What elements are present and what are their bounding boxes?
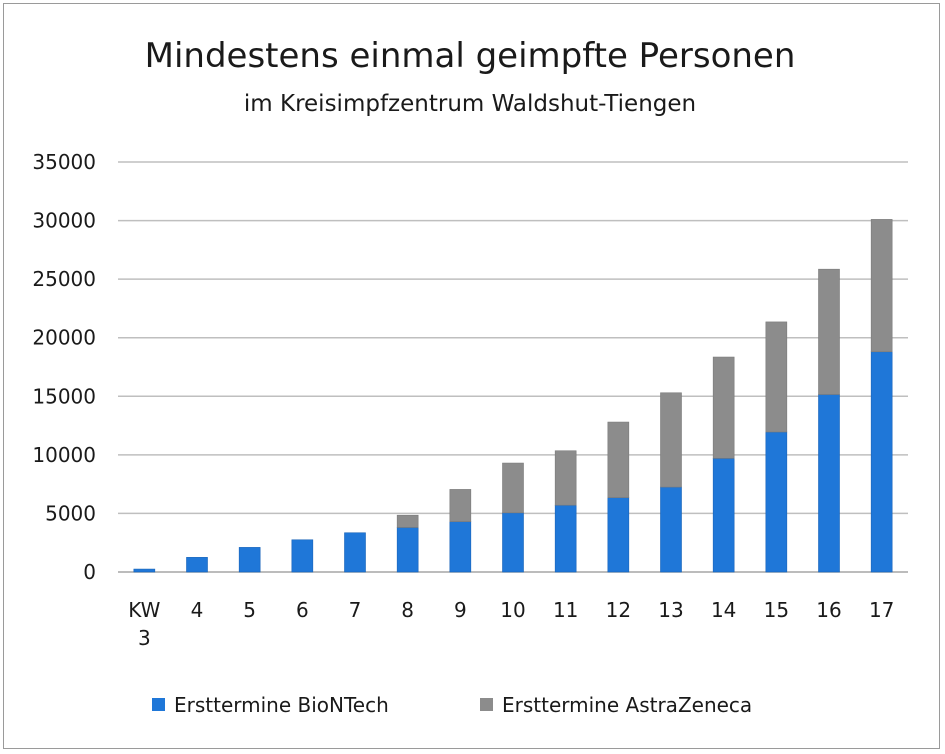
legend-label: Ersttermine AstraZeneca [502, 693, 752, 717]
bar-biontech [502, 512, 524, 573]
x-tick-label: 16 [816, 598, 841, 622]
y-tick-label: 30000 [32, 209, 96, 233]
legend-label: Ersttermine BioNTech [174, 693, 389, 717]
bar-biontech [449, 521, 472, 573]
bar-astrazeneca [449, 489, 472, 522]
bar-astrazeneca [396, 514, 419, 528]
x-tick-label: 13 [658, 598, 683, 622]
bar-biontech [396, 527, 419, 573]
bar-biontech [607, 497, 630, 573]
x-tick-label: 15 [764, 598, 789, 622]
x-tick-label: 9 [454, 598, 467, 622]
x-tick-label: KW 3 [128, 598, 160, 650]
bar-biontech [660, 486, 682, 573]
x-tick-label: 7 [349, 598, 362, 622]
chart-title: Mindestens einmal geimpfte Personen [145, 36, 796, 76]
chart-subtitle: im Kreisimpfzentrum Waldshut-Tiengen [244, 91, 696, 117]
bar-biontech [344, 532, 366, 573]
bar-biontech [133, 568, 156, 573]
bar-astrazeneca [765, 321, 788, 433]
bar-biontech [238, 547, 261, 573]
bar-biontech [870, 351, 893, 573]
y-tick-label: 5000 [45, 501, 96, 525]
bar-astrazeneca [554, 450, 577, 506]
bar-astrazeneca [502, 462, 524, 514]
y-tick-label: 35000 [32, 150, 96, 174]
x-tick-label: 17 [869, 598, 894, 622]
x-tick-label: 12 [606, 598, 631, 622]
y-tick-label: 20000 [32, 326, 96, 350]
y-tick-label: 10000 [32, 443, 96, 467]
y-tick-label: 0 [83, 560, 96, 584]
x-tick-label: 8 [401, 598, 414, 622]
legend-swatch [480, 698, 493, 711]
x-tick-label: 11 [553, 598, 578, 622]
bar-astrazeneca [712, 356, 735, 459]
bar-astrazeneca [870, 219, 893, 353]
y-tick-label: 15000 [32, 384, 96, 408]
x-tick-label: 6 [296, 598, 309, 622]
bar-biontech [712, 458, 735, 573]
x-axis: KW 3 4 5 6 7 8 9 10 11 12 13 14 15 16 17 [128, 598, 894, 650]
x-tick-label: 14 [711, 598, 736, 622]
bar-astrazeneca [607, 421, 630, 498]
legend: Ersttermine BioNTech Ersttermine AstraZen… [152, 693, 752, 717]
bar-biontech [554, 504, 577, 573]
legend-swatch [152, 698, 165, 711]
x-tick-label: 10 [500, 598, 525, 622]
bar-biontech [765, 431, 788, 573]
bar-biontech [818, 394, 840, 573]
y-tick-label: 25000 [32, 267, 96, 291]
bar-biontech [186, 557, 208, 573]
y-axis: 0 5000 10000 15000 20000 25000 30000 35000 [32, 150, 96, 584]
x-tick-label: 5 [243, 598, 256, 622]
bar-biontech [291, 539, 314, 573]
bar-astrazeneca [818, 268, 840, 395]
x-tick-label: 4 [191, 598, 204, 622]
bar-astrazeneca [660, 392, 682, 488]
bars [133, 219, 893, 573]
